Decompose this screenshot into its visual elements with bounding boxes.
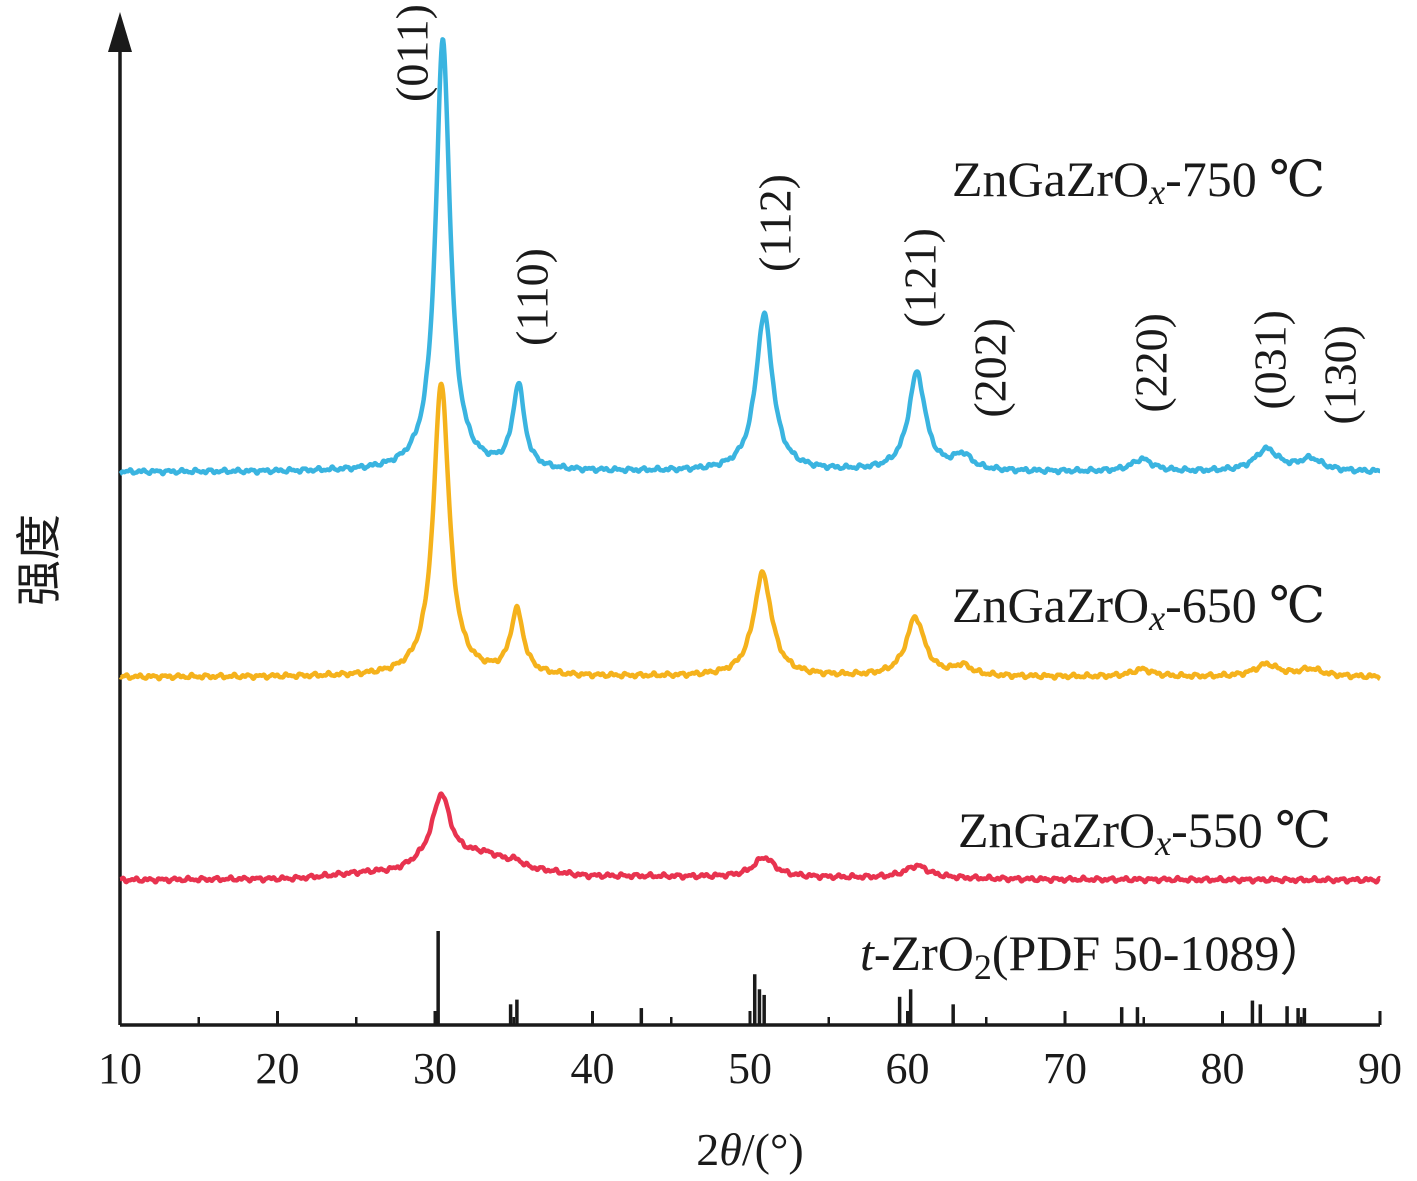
series-label-subscript: x	[1148, 598, 1165, 638]
series-label-base: ZnGaZrO	[958, 802, 1155, 858]
reference-label-subscript: 2	[974, 947, 992, 987]
series-label-base: ZnGaZrO	[952, 151, 1149, 207]
x-tick-label: 80	[1201, 1044, 1245, 1093]
series-label-temp: -750 ℃	[1165, 151, 1325, 207]
peak-annotation: (220)	[1126, 313, 1177, 413]
x-tick-label: 90	[1358, 1044, 1402, 1093]
peak-annotation: (112)	[750, 174, 801, 272]
peak-annotation: (110)	[507, 248, 558, 346]
series-label-temp: -650 ℃	[1165, 577, 1325, 633]
series-group	[118, 37, 1382, 885]
series-label-1: ZnGaZrOx-750 ℃	[952, 151, 1325, 212]
series-label-subscript: x	[1148, 172, 1165, 212]
series-line-1	[118, 37, 1382, 477]
reference-label-formula: -ZrO	[874, 925, 974, 981]
x-tick-label: 20	[256, 1044, 300, 1093]
peak-annotation: (202)	[965, 318, 1016, 418]
x-axis-title-part: 2	[696, 1124, 719, 1175]
y-axis-title: 强度	[12, 514, 66, 606]
x-tick-label: 40	[571, 1044, 615, 1093]
x-axis-title-theta: θ	[719, 1124, 742, 1175]
x-tick-label: 70	[1043, 1044, 1087, 1093]
x-tick-label: 50	[728, 1044, 772, 1093]
peak-annotation: (011)	[387, 4, 438, 102]
series-line-2	[118, 381, 1382, 682]
peak-annotation: (031)	[1245, 310, 1296, 410]
x-tick-label: 30	[413, 1044, 457, 1093]
series-label-3: ZnGaZrOx-550 ℃	[958, 802, 1331, 863]
series-label-base: ZnGaZrO	[952, 577, 1149, 633]
series-line-3	[118, 791, 1382, 885]
peak-annotation: (121)	[895, 228, 946, 328]
reference-label: t-ZrO2(PDF 50-1089）	[860, 925, 1329, 987]
x-tick-label: 10	[98, 1044, 142, 1093]
series-label-subscript: x	[1154, 823, 1171, 863]
reference-label-prefix: t	[860, 925, 875, 981]
reference-label-pdf: (PDF 50-1089）	[992, 925, 1330, 981]
reference-stick-pattern	[436, 931, 1307, 1025]
y-axis-arrow-icon	[108, 12, 132, 52]
x-axis-title: 2θ/(°)	[696, 1124, 803, 1175]
series-label-2: ZnGaZrOx-650 ℃	[952, 577, 1325, 638]
series-label-temp: -550 ℃	[1171, 802, 1331, 858]
x-tick-label: 60	[886, 1044, 930, 1093]
x-axis-title-unit: /(°)	[742, 1124, 804, 1175]
peak-annotation: (130)	[1315, 325, 1366, 425]
